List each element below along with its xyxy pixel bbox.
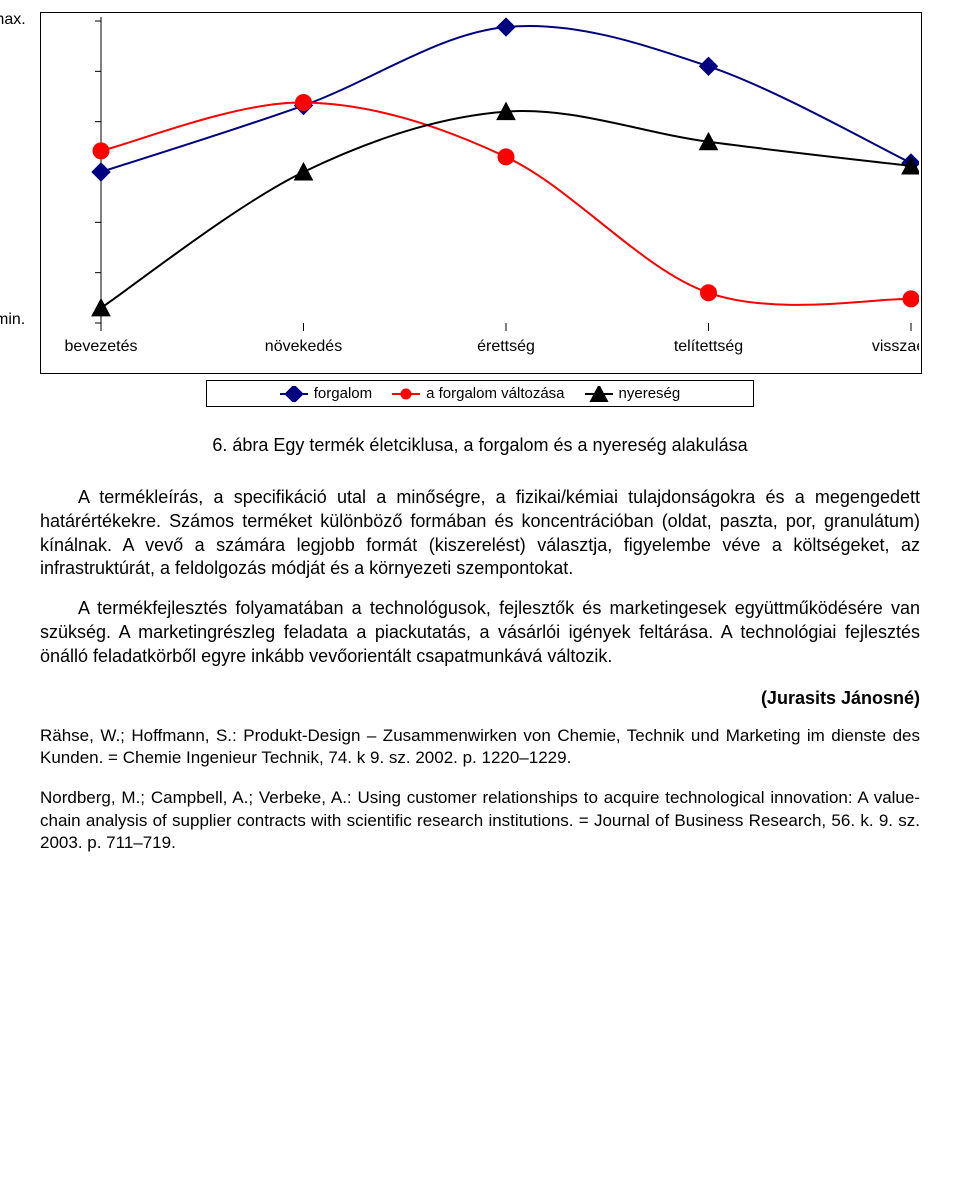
legend-item: nyereség (585, 385, 681, 402)
author-line: (Jurasits Jánosné) (40, 688, 920, 709)
reference-2: Nordberg, M.; Campbell, A.; Verbeke, A.:… (40, 787, 920, 853)
reference-1: Rähse, W.; Hoffmann, S.: Produkt-Design … (40, 725, 920, 769)
lifecycle-chart: max. min. bevezetésnövekedésérettségtelí… (40, 12, 922, 374)
legend-item: a forgalom változása (392, 385, 564, 402)
paragraph-1: A termékleírás, a specifikáció utal a mi… (40, 486, 920, 581)
chart-svg: bevezetés növekedés érettség telítettség vis… (41, 13, 919, 371)
y-axis-max-label: max. (0, 11, 26, 29)
legend-label: forgalom (314, 385, 372, 402)
x-axis-label: érettség (477, 338, 535, 355)
legend-item: forgalom (280, 385, 372, 402)
legend-label: a forgalom változása (426, 385, 564, 402)
x-axis-label: bevezetés (65, 338, 138, 355)
x-axis-label: telítettség (674, 338, 743, 355)
paragraph-2: A termékfejlesztés folyamatában a techno… (40, 597, 920, 668)
chart-caption: 6. ábra Egy termék életciklusa, a forgal… (40, 435, 920, 456)
y-axis-min-label: min. (0, 311, 25, 329)
chart-legend: forgalom a forgalom változása nyereség (206, 380, 754, 407)
x-axis-label: visszaesés (872, 338, 919, 355)
legend-label: nyereség (619, 385, 681, 402)
x-axis-label: növekedés (265, 338, 342, 355)
